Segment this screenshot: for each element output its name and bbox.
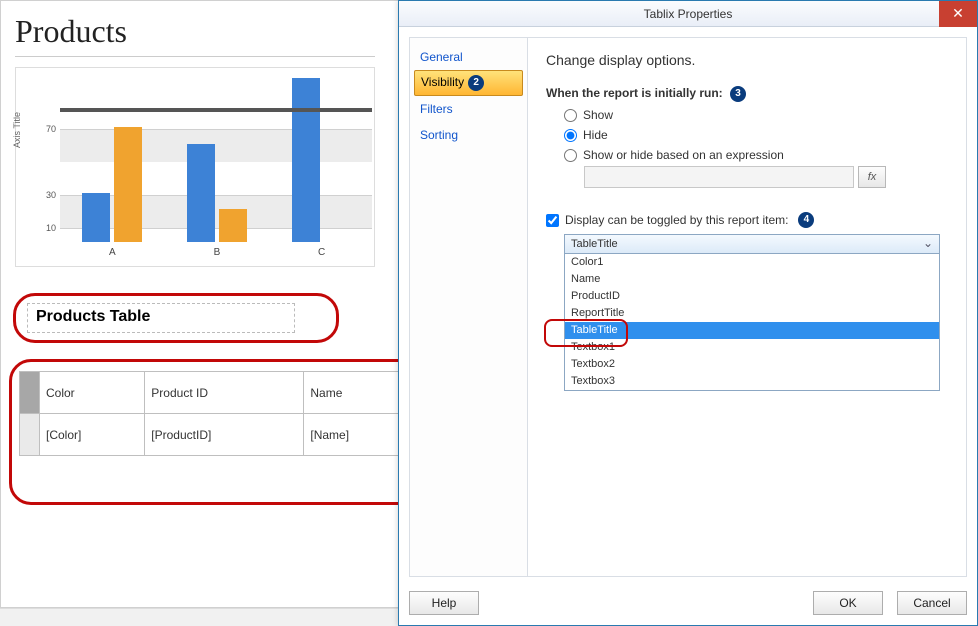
y-tick-label: 10 <box>36 223 56 233</box>
report-design-surface: Products Axis Title 103070ABC Products T… <box>0 0 400 608</box>
tablix-properties-dialog: Tablix Properties ✕ GeneralVisibility2Fi… <box>398 0 978 626</box>
close-button[interactable]: ✕ <box>939 1 977 27</box>
category-label: C <box>282 247 362 258</box>
radio-hide-input[interactable] <box>564 129 577 142</box>
fx-button[interactable]: fx <box>858 166 886 188</box>
chart-bar[interactable] <box>292 78 320 242</box>
dropdown-option[interactable]: Textbox2 <box>565 356 939 373</box>
toggle-item-combo[interactable]: TableTitle <box>564 234 940 254</box>
table-header-row[interactable]: Color Product ID Name <box>20 372 417 414</box>
annotation-badge-2: 2 <box>468 75 484 91</box>
dialog-title: Tablix Properties <box>644 7 733 21</box>
help-button[interactable]: Help <box>409 591 479 615</box>
dropdown-option[interactable]: ReportTitle <box>565 305 939 322</box>
row-handle[interactable] <box>20 414 40 456</box>
dialog-content: Change display options. When the report … <box>528 38 966 576</box>
dropdown-option[interactable]: ProductID <box>565 288 939 305</box>
section-label: When the report is initially run: <box>546 86 723 100</box>
radio-hide-label: Hide <box>583 128 608 142</box>
toggle-item-dropdown[interactable]: Color1NameProductIDReportTitleTableTitle… <box>564 254 940 391</box>
chart-bar[interactable] <box>114 127 142 242</box>
y-tick-label: 30 <box>36 190 56 200</box>
radio-show-input[interactable] <box>564 109 577 122</box>
toggle-label: Display can be toggled by this report it… <box>565 213 788 227</box>
table-detail-row[interactable]: [Color] [ProductID] [Name] <box>20 414 417 456</box>
annotation-badge-3: 3 <box>730 86 746 102</box>
nav-item-general[interactable]: General <box>410 44 527 70</box>
radio-expression-label: Show or hide based on an expression <box>583 148 784 162</box>
chart-bar[interactable] <box>82 193 110 242</box>
page-title: Products <box>15 13 375 57</box>
chart[interactable]: Axis Title 103070ABC <box>15 67 375 267</box>
content-heading: Change display options. <box>546 52 948 68</box>
dropdown-option[interactable]: Color1 <box>565 254 939 271</box>
tablix[interactable]: Color Product ID Name [Color] [ProductID… <box>19 371 417 456</box>
toggle-checkbox[interactable] <box>546 214 559 227</box>
dropdown-option[interactable]: Textbox3 <box>565 373 939 390</box>
expression-input[interactable] <box>584 166 854 188</box>
dropdown-option[interactable]: Textbox1 <box>565 339 939 356</box>
nav-item-visibility[interactable]: Visibility2 <box>414 70 523 96</box>
radio-expression[interactable]: Show or hide based on an expression <box>564 148 948 162</box>
category-label: B <box>177 247 257 258</box>
column-header[interactable]: Color <box>40 372 145 414</box>
axis-title-label: Axis Title <box>12 112 22 148</box>
table-title-textbox[interactable]: Products Table <box>27 303 295 333</box>
ok-button[interactable]: OK <box>813 591 883 615</box>
dropdown-option[interactable]: Name <box>565 271 939 288</box>
dropdown-option[interactable]: TableTitle <box>565 322 939 339</box>
radio-hide[interactable]: Hide <box>564 128 948 142</box>
radio-expression-input[interactable] <box>564 149 577 162</box>
chart-trend-line <box>60 108 372 112</box>
cancel-button[interactable]: Cancel <box>897 591 967 615</box>
dialog-titlebar[interactable]: Tablix Properties ✕ <box>399 1 977 27</box>
chart-bar[interactable] <box>219 209 247 242</box>
radio-show-label: Show <box>583 108 613 122</box>
annotation-badge-4: 4 <box>798 212 814 228</box>
nav-item-sorting[interactable]: Sorting <box>410 122 527 148</box>
chart-bar[interactable] <box>187 144 215 242</box>
table-cell[interactable]: [Color] <box>40 414 145 456</box>
nav-item-filters[interactable]: Filters <box>410 96 527 122</box>
chart-plot: 103070ABC <box>60 80 372 242</box>
radio-show[interactable]: Show <box>564 108 948 122</box>
category-label: A <box>72 247 152 258</box>
table-cell[interactable]: [ProductID] <box>145 414 304 456</box>
column-header[interactable]: Product ID <box>145 372 304 414</box>
y-tick-label: 70 <box>36 124 56 134</box>
dialog-nav: GeneralVisibility2FiltersSorting <box>410 38 528 576</box>
row-handle[interactable] <box>20 372 40 414</box>
